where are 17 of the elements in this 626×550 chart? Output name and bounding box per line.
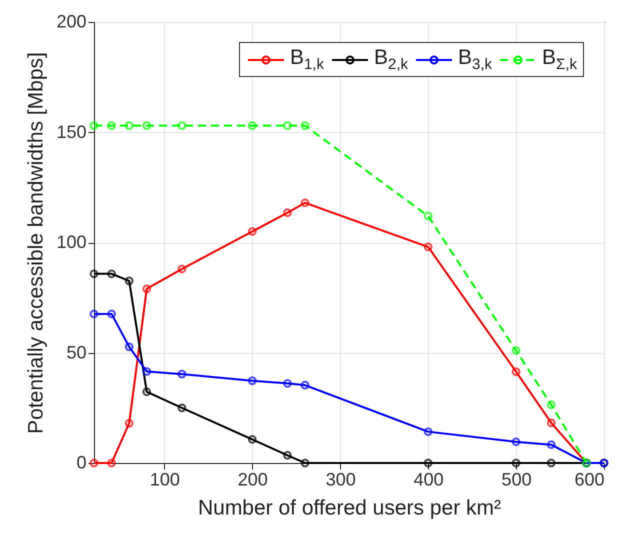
x-tick-label: 500 [502, 470, 532, 490]
legend-label: B$_{1,k}$ [290, 46, 324, 74]
y-tick-label: 100 [56, 232, 86, 252]
legend-label: B$_{Σ,k}$ [542, 46, 577, 74]
x-axis-title: Number of offered users per km² [198, 496, 502, 520]
legend-label: B$_{3,k}$ [458, 46, 492, 74]
y-axis-title: Potentially accessible bandwidths [Mbps] [24, 52, 48, 434]
x-tick-label: 400 [414, 470, 444, 490]
legend-label: B$_{2,k}$ [374, 46, 408, 74]
x-tick-label: 200 [238, 470, 268, 490]
y-tick-label: 150 [56, 122, 86, 142]
y-tick-label: 200 [56, 12, 86, 32]
y-tick-label: 0 [76, 452, 86, 472]
x-tick-label: 600 [574, 470, 604, 490]
x-tick-label: 100 [150, 470, 180, 490]
y-tick-label: 50 [66, 342, 86, 362]
x-tick-label: 300 [326, 470, 356, 490]
